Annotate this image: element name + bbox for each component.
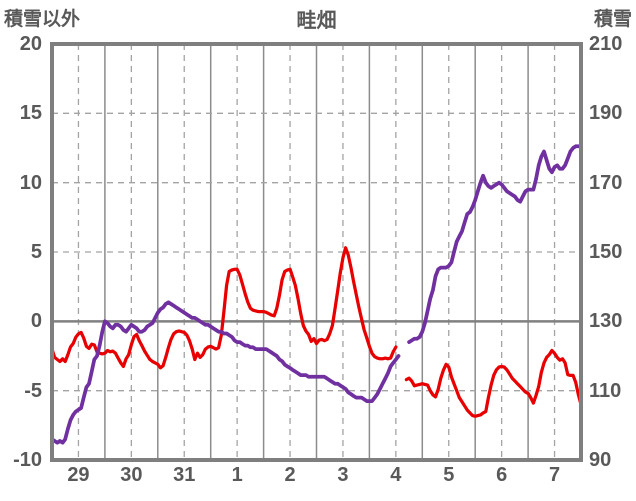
x-axis-tick-label: 5 xyxy=(443,464,455,486)
left-axis-tick-label: -10 xyxy=(13,449,42,471)
x-axis-tick-label: 1 xyxy=(231,464,243,486)
right-axis-tick-label: 150 xyxy=(589,241,623,263)
plot-frame xyxy=(50,42,583,462)
left-axis-tick-label: 20 xyxy=(19,33,42,55)
left-axis-tick-label: 0 xyxy=(30,310,42,333)
right-axis-title: 積雪 xyxy=(593,9,632,30)
left-axis-tick-label: 5 xyxy=(30,241,42,263)
x-axis-tick-label: 2 xyxy=(284,464,296,486)
right-axis-tick-label: 130 xyxy=(589,310,623,333)
purple-line xyxy=(50,300,401,445)
right-axis-tick-label: 90 xyxy=(589,449,612,471)
x-axis-tick-label: 29 xyxy=(67,464,90,486)
chart-title: 畦畑 xyxy=(296,10,337,32)
right-axis-tick-label: 210 xyxy=(589,33,623,55)
left-axis-tick-label: 15 xyxy=(19,102,42,125)
right-axis-tick-label: 190 xyxy=(589,102,623,125)
red-line xyxy=(50,246,398,370)
right-axis-tick-label: 110 xyxy=(589,379,622,402)
x-axis-tick-label: 7 xyxy=(548,464,561,486)
left-axis-tick-label: 10 xyxy=(19,171,42,194)
x-axis-tick-label: 6 xyxy=(496,464,508,486)
x-axis-tick-label: 3 xyxy=(337,464,349,486)
red-line xyxy=(404,348,583,418)
left-axis-tick-label: -5 xyxy=(24,379,42,402)
purple-line xyxy=(407,144,583,344)
right-axis-tick-label: 170 xyxy=(589,171,623,194)
x-axis-tick-label: 31 xyxy=(173,464,196,486)
left-axis-title: 積雪以外 xyxy=(4,9,81,30)
x-axis-tick-label: 30 xyxy=(120,464,143,486)
x-axis-tick-label: 4 xyxy=(390,464,402,486)
